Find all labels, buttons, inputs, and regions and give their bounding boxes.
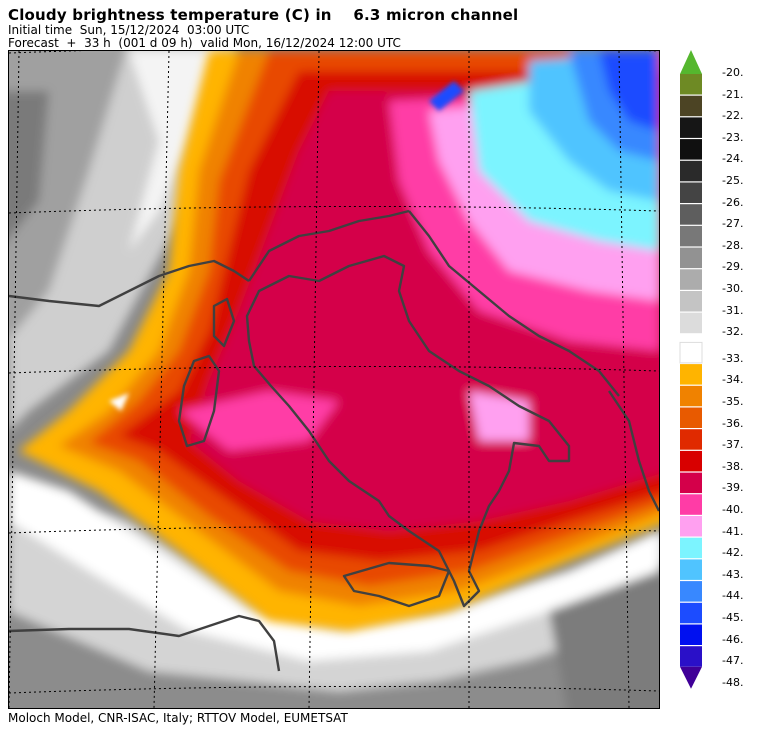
initial-time-label: Initial time Sun, 15/12/2024 03:00 UTC [8,23,250,37]
parallel-line-4 [9,525,659,534]
legend-swatch [680,472,702,494]
legend-swatch [680,385,702,407]
legend-tick-label: -44. [722,589,744,603]
legend-swatch [680,581,702,602]
legend-tick-label: -35. [722,395,744,408]
legend-tick-label: -37. [722,438,744,452]
legend-swatch [680,269,702,290]
legend-swatch [680,450,702,472]
legend-tick-label: -20. [722,66,744,79]
legend-swatch [680,74,702,95]
legend-swatch [680,95,702,117]
legend-swatch [680,429,702,450]
legend-tick-label: -40. [722,503,744,516]
temperature-map [8,50,660,709]
legend-tick-label: -23. [722,130,744,144]
legend-swatch [680,312,702,334]
legend-tick-label: -27. [722,217,744,231]
legend-tick-label: -43. [722,567,744,581]
legend-tick-label: -38. [722,459,744,473]
alps-border [248,209,410,282]
color-legend [679,50,703,689]
legend-swatch [680,160,702,182]
legend-tick-label: -24. [722,152,744,166]
legend-tick-label: -25. [722,174,744,187]
legend-tick-label: -45. [722,611,744,624]
france-coastline [9,259,250,308]
legend-swatch [680,182,702,203]
north-africa-coastline [9,614,281,672]
legend-swatch [680,646,702,667]
legend-tick-label: -39. [722,481,744,495]
legend-swatch [679,341,703,364]
chart-title: Cloudy brightness temperature (C) in 6.3… [8,6,519,24]
legend-tick-label: -32. [722,325,744,339]
legend-tick-label: -21. [722,87,744,101]
legend-tick-label: -34. [722,373,744,387]
legend-swatch [680,407,702,428]
legend-swatch [680,247,702,269]
parallel-line-3 [9,365,659,374]
field-cloud-pink-south [179,391,339,451]
balkan-coastline [408,210,620,397]
field-grey-south-light [9,481,659,701]
legend-tick-label: -42. [722,546,744,560]
greece-coastline [608,390,659,512]
legend-swatch [680,537,702,559]
legend-swatch [680,291,702,312]
legend-swatch [680,559,702,580]
italy-coastline [245,254,571,608]
field-grey-south-dark [9,611,659,708]
sicily-coastline [342,561,451,608]
legend-arrow-top [680,50,702,74]
legend-tick-label: -47. [722,654,744,668]
legend-swatch [680,516,702,537]
legend-tick-label: -48. [722,675,744,689]
corsica-coastline [212,297,236,348]
legend-tick-label: -26. [722,195,744,209]
legend-arrow-bottom [680,666,702,689]
parallel-line-2 [9,205,659,214]
legend-swatch [680,624,702,645]
legend-swatch [680,602,702,624]
legend-tick-label: -22. [722,109,744,123]
field-grey-band-dark [9,91,49,239]
parallel-line-5 [9,685,659,694]
legend-swatch [680,204,702,225]
legend-tick-label: -30. [722,282,744,295]
legend-tick-label: -28. [722,238,744,252]
field-cloud-blue-streak [429,81,464,111]
sardinia-coastline [177,354,221,448]
legend-tick-label: -41. [722,524,744,538]
model-credits: Moloch Model, CNR-ISAC, Italy; RTTOV Mod… [8,711,348,725]
legend-tick-label: -36. [722,416,744,430]
field-cloud-deep-blue [599,51,659,131]
legend-tick-label: -31. [722,303,744,317]
legend-swatch [680,494,702,515]
field-white-strip [9,471,659,661]
legend-swatch [680,139,702,160]
legend-swatch [680,117,702,138]
legend-swatch [680,225,702,247]
field-cloud-white-spot [109,393,129,411]
legend-tick-label: -33. [722,351,744,365]
forecast-valid-label: Forecast + 33 h (001 d 09 h) valid Mon, … [8,36,401,50]
legend-tick-label: -29. [722,260,744,274]
legend-tick-label: -46. [722,632,744,646]
legend-swatch [680,364,702,385]
